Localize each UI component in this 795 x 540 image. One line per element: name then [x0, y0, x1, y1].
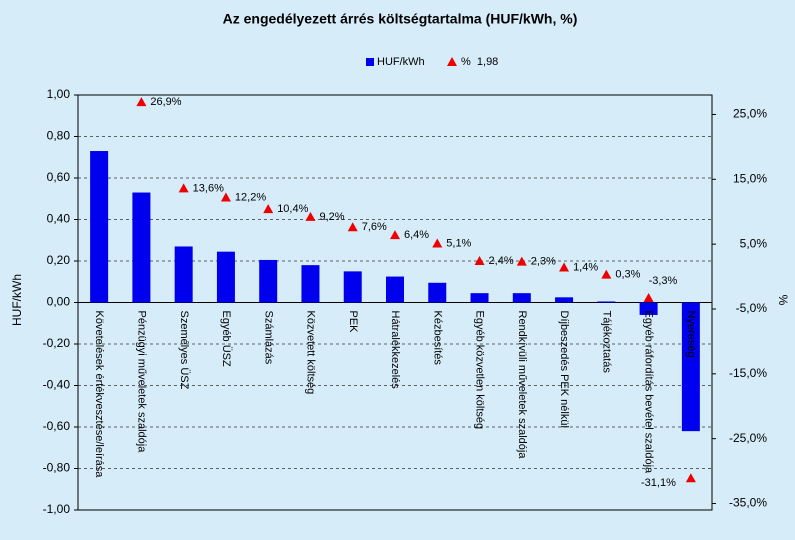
bar [597, 301, 616, 303]
y-tick-label: 0,80 [47, 129, 71, 143]
data-label: 2,4% [489, 255, 514, 267]
y-tick-label: 0,00 [47, 295, 71, 309]
bar [343, 271, 362, 303]
marker [601, 269, 612, 279]
x-tick-label: PEK [347, 311, 359, 334]
y2-tick-label: -15,0% [729, 366, 767, 380]
bar [216, 251, 235, 303]
x-tick-label: Rendkívüli műveletek szaldója [516, 311, 528, 460]
bar [512, 293, 531, 303]
bar [639, 302, 658, 315]
bar [386, 276, 404, 303]
y-tick-label: 1,00 [47, 87, 71, 101]
bar [301, 265, 320, 303]
data-label: 0,3% [615, 269, 640, 281]
y2-tick-label: -25,0% [729, 431, 767, 445]
y2-tick-label: -5,0% [736, 301, 768, 315]
x-tick-label: Díjbeszedés PEK nélkül [558, 311, 570, 428]
legend-swatch [447, 57, 457, 66]
data-label: 2,3% [531, 256, 556, 268]
y-tick-label: 0,40 [47, 212, 71, 226]
legend-swatch [366, 58, 374, 66]
marker [516, 256, 527, 266]
marker [432, 238, 443, 248]
data-label: 5,1% [446, 237, 471, 249]
data-label: 26,9% [150, 96, 181, 108]
legend-label: HUF/kWh [377, 56, 425, 68]
y-tick-label: -0,60 [43, 419, 71, 433]
marker [305, 211, 316, 221]
y2-tick-label: -35,0% [729, 496, 767, 510]
y-tick-label: -1,00 [43, 502, 71, 516]
bar [90, 151, 109, 303]
marker [263, 204, 274, 214]
y-tick-label: -0,80 [43, 461, 71, 475]
data-label: 1,4% [573, 261, 598, 273]
bar [132, 192, 151, 303]
chart-title: Az engedélyezett árrés költségtartalma (… [223, 11, 578, 27]
data-label: -3,3% [649, 275, 678, 287]
marker [347, 222, 358, 232]
marker [474, 256, 485, 265]
x-tick-label: Követelések értékvesztése/leírása [93, 311, 105, 479]
marker [643, 292, 654, 302]
marker [136, 97, 147, 107]
bar [174, 246, 193, 303]
y-tick-label: 0,60 [47, 170, 71, 184]
marker [559, 262, 570, 272]
y-tick-label: -0,20 [43, 336, 71, 350]
x-tick-label: Nyereség [685, 311, 697, 358]
bar [555, 297, 574, 303]
bar [470, 293, 489, 303]
y2-tick-label: 5,0% [740, 236, 768, 250]
y2-tick-label: 25,0% [733, 107, 767, 121]
bar [259, 259, 278, 303]
x-tick-label: Pénzügyi műveletek szaldója [135, 311, 147, 454]
y2-axis-title: % [776, 295, 790, 306]
x-tick-label: Tájékoztatás [600, 311, 612, 374]
marker [220, 192, 231, 202]
data-label: 9,2% [319, 211, 344, 223]
x-tick-label: Egyéb ÜSZ [220, 311, 232, 368]
x-tick-label: Kézbesítés [431, 311, 443, 366]
data-label: 6,4% [404, 229, 429, 241]
data-label: 13,6% [193, 182, 224, 194]
x-tick-label: Személyes ÜSZ [178, 311, 190, 390]
y-tick-label: 0,20 [47, 253, 71, 267]
data-label: 7,6% [362, 221, 387, 233]
legend-label: % 1,98 [461, 56, 498, 68]
marker [390, 230, 400, 240]
data-label: 10,4% [277, 203, 308, 215]
y-tick-label: -0,40 [43, 378, 71, 392]
bar [428, 282, 447, 303]
x-tick-label: Közvetett költség [305, 311, 317, 395]
x-tick-label: Hátralékkezelés [389, 311, 401, 390]
marker [178, 183, 189, 193]
y-axis-title: HUF/kWh [10, 274, 24, 326]
x-tick-label: Egyéb ráfordítás bevétel szaldója [643, 311, 655, 475]
x-tick-label: Számlázás [262, 311, 274, 365]
data-label: 12,2% [235, 191, 266, 203]
marker [685, 473, 696, 483]
y2-tick-label: 15,0% [733, 171, 767, 185]
x-tick-label: Egyéb közvetlen költség [474, 311, 486, 430]
data-label: -31,1% [641, 477, 676, 489]
bar [681, 302, 700, 432]
